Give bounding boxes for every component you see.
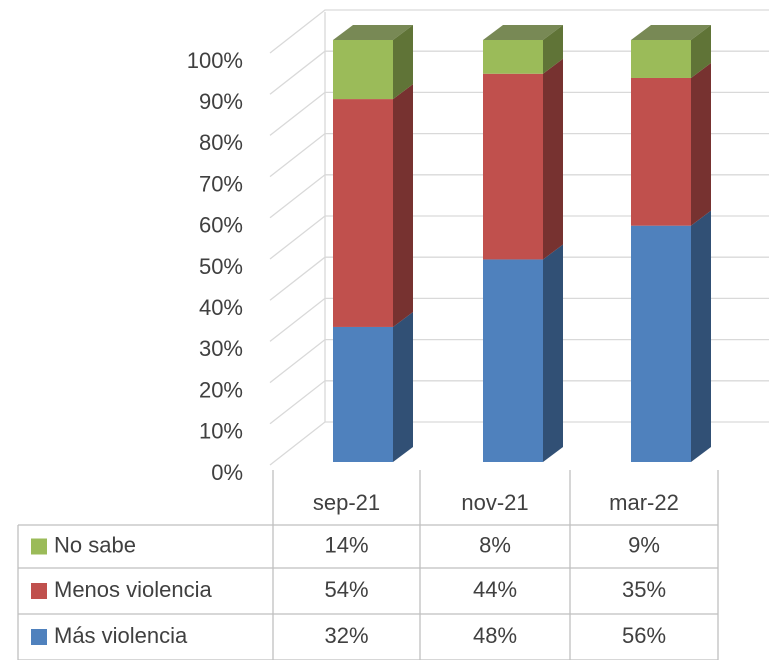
bar-side: [393, 25, 413, 100]
bar-front: [483, 73, 543, 260]
y-tick-label: 0%: [211, 460, 243, 485]
table-value: 56%: [622, 623, 666, 648]
y-tick-label: 90%: [199, 89, 243, 114]
bar-side: [393, 84, 413, 327]
legend-swatch: [31, 583, 47, 599]
legend-swatch: [31, 538, 47, 555]
y-tick-label: 40%: [199, 295, 243, 320]
bar-side: [543, 25, 563, 74]
bar-front: [631, 40, 691, 78]
legend-label: Menos violencia: [54, 577, 213, 602]
grid-line: [269, 9, 769, 54]
y-tick-label: 70%: [199, 171, 243, 196]
y-tick-label: 60%: [199, 213, 243, 238]
y-tick-label: 80%: [199, 130, 243, 155]
bar-top: [631, 25, 711, 40]
bar-front: [483, 40, 543, 74]
y-tick-label: 50%: [199, 254, 243, 279]
table-value: 9%: [628, 532, 660, 557]
bar-front: [333, 326, 393, 462]
bar-front: [631, 77, 691, 226]
legend-label: Más violencia: [54, 623, 188, 648]
legend-label: No sabe: [54, 532, 136, 557]
bar-side: [691, 25, 711, 78]
y-tick-label: 100%: [187, 48, 243, 73]
bar-front: [333, 99, 393, 327]
table-value: 54%: [324, 577, 368, 602]
bar-front: [631, 225, 691, 462]
bar-front: [483, 259, 543, 462]
bar-top: [483, 25, 563, 40]
table-value: 14%: [324, 532, 368, 557]
table-value: 44%: [473, 577, 517, 602]
table-value: 35%: [622, 577, 666, 602]
y-tick-label: 10%: [199, 419, 243, 444]
y-tick-label: 20%: [199, 377, 243, 402]
table-value: 32%: [324, 623, 368, 648]
table-value: 8%: [479, 532, 511, 557]
legend-swatch: [31, 629, 47, 645]
bar-front: [333, 40, 393, 100]
x-tick-label: sep-21: [313, 490, 380, 515]
bar-side: [543, 58, 563, 260]
bar-side: [543, 244, 563, 462]
x-tick-label: nov-21: [461, 490, 528, 515]
bar-side: [691, 210, 711, 462]
bar-side: [691, 62, 711, 226]
bar-top: [333, 25, 413, 40]
y-tick-label: 30%: [199, 336, 243, 361]
x-tick-label: mar-22: [609, 490, 679, 515]
table-value: 48%: [473, 623, 517, 648]
bar-side: [393, 311, 413, 462]
